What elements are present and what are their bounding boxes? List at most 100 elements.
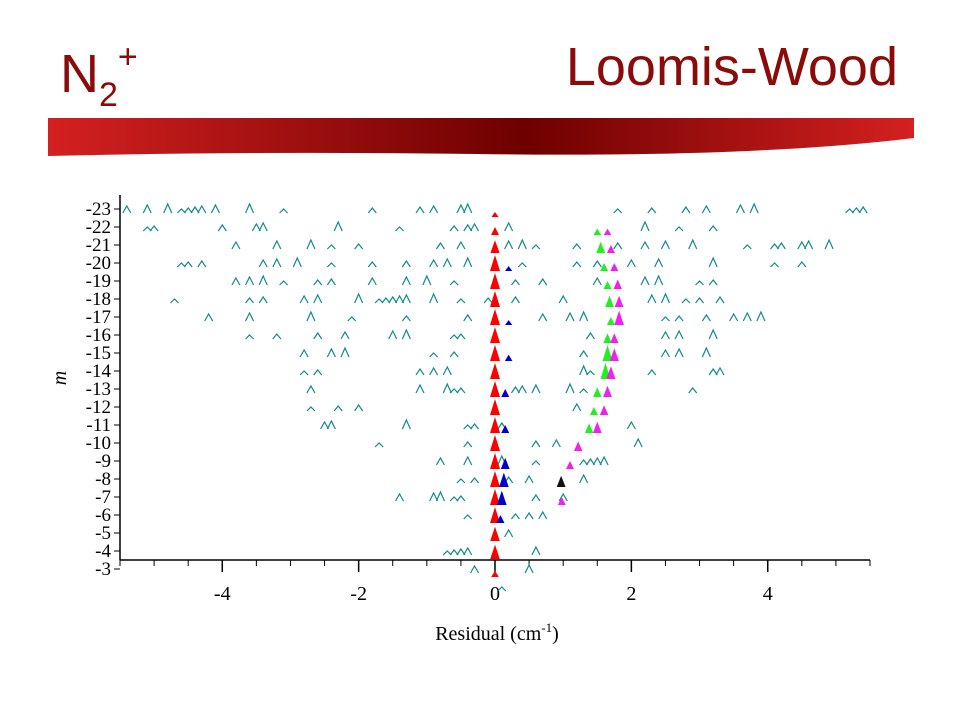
background-peak xyxy=(770,262,779,268)
title-main: N xyxy=(60,44,99,104)
background-peak xyxy=(401,293,411,304)
series-peak xyxy=(490,435,500,451)
background-peak xyxy=(797,240,807,250)
background-peak xyxy=(701,313,711,322)
background-peak xyxy=(449,351,459,358)
background-peak xyxy=(654,274,664,286)
background-peak xyxy=(551,438,561,448)
x-axis-label-sup: -1 xyxy=(541,620,552,635)
series-peak xyxy=(497,490,507,505)
background-peak xyxy=(463,424,473,430)
series-peak xyxy=(491,212,499,217)
background-peak xyxy=(299,294,309,304)
background-peaks xyxy=(122,202,868,592)
background-peak xyxy=(463,202,473,214)
y-tick-label: -11 xyxy=(86,415,111,436)
background-peak xyxy=(190,205,200,214)
background-peak xyxy=(354,403,364,412)
background-peak xyxy=(449,280,459,286)
background-peak xyxy=(456,478,466,484)
background-peak xyxy=(279,280,289,286)
background-peak xyxy=(435,490,446,502)
y-tick-label: -21 xyxy=(86,235,111,256)
series-peak xyxy=(593,228,602,235)
background-peak xyxy=(231,240,241,250)
y-tick-label: -17 xyxy=(86,307,111,328)
background-peak xyxy=(579,459,589,466)
y-tick-label: -22 xyxy=(86,217,111,238)
series-peak xyxy=(606,245,615,253)
background-peak xyxy=(538,277,548,286)
background-peak xyxy=(354,292,364,304)
x-axis-label: Residual (cm-1) xyxy=(435,620,559,645)
background-peak xyxy=(429,258,439,268)
background-peak xyxy=(674,329,684,340)
series-peak xyxy=(490,526,500,541)
background-peak xyxy=(708,367,718,376)
background-peak xyxy=(756,310,766,322)
background-peak xyxy=(660,348,670,358)
background-peak xyxy=(640,220,650,232)
background-peak xyxy=(579,349,589,358)
y-tick-label: -9 xyxy=(95,451,111,472)
x-tick-label: -2 xyxy=(350,583,367,605)
background-peak xyxy=(456,203,466,214)
y-tick-label: -18 xyxy=(86,289,111,310)
background-peak xyxy=(163,202,173,214)
x-tick-label: 0 xyxy=(490,583,500,605)
background-peak xyxy=(367,261,377,268)
background-peak xyxy=(742,311,752,322)
background-peak xyxy=(531,545,541,556)
background-peak xyxy=(449,334,459,340)
background-peak xyxy=(422,274,432,286)
background-peak xyxy=(176,262,186,268)
background-peak xyxy=(183,261,193,268)
x-axis-label-end: ) xyxy=(552,623,559,645)
background-peak xyxy=(197,259,207,268)
background-peak xyxy=(517,238,527,250)
background-peak xyxy=(272,257,282,268)
background-peak xyxy=(170,298,179,304)
background-peak xyxy=(510,295,520,304)
background-peak xyxy=(449,549,459,556)
background-peak xyxy=(824,238,834,250)
background-peak xyxy=(245,297,255,304)
background-peak xyxy=(456,240,466,250)
background-peak xyxy=(306,310,316,322)
background-peak xyxy=(688,238,698,250)
series-peak xyxy=(496,515,505,523)
background-peak xyxy=(538,510,548,520)
background-peak xyxy=(585,331,595,340)
background-peak xyxy=(565,311,575,322)
background-peak xyxy=(251,222,261,232)
background-peak xyxy=(804,239,814,250)
background-peak xyxy=(313,331,323,340)
background-peak xyxy=(463,455,473,466)
background-peak xyxy=(640,240,650,250)
series-peak xyxy=(490,255,500,271)
background-peak xyxy=(306,384,316,394)
title-superscript: + xyxy=(117,38,138,76)
background-peak xyxy=(613,241,623,250)
background-peak xyxy=(770,243,780,250)
page-title-right: Loomis-Wood xyxy=(565,37,898,97)
series-peak xyxy=(613,279,622,289)
series-peak xyxy=(609,348,619,361)
background-peak xyxy=(504,528,514,538)
background-peak xyxy=(401,259,411,268)
background-peak xyxy=(661,316,670,322)
background-peak xyxy=(429,491,439,502)
series-peak xyxy=(584,423,594,433)
page-title-left: N2+ xyxy=(60,40,138,112)
background-peak xyxy=(585,457,595,466)
background-peak xyxy=(313,293,323,304)
background-peak xyxy=(245,275,255,286)
background-peak xyxy=(381,297,391,304)
background-peak xyxy=(456,547,466,556)
y-tick-label: -5 xyxy=(95,523,111,544)
background-peak xyxy=(483,297,493,304)
background-peak xyxy=(272,333,282,340)
series-peak xyxy=(490,345,500,361)
background-peak xyxy=(197,204,207,214)
background-peak xyxy=(572,402,582,412)
